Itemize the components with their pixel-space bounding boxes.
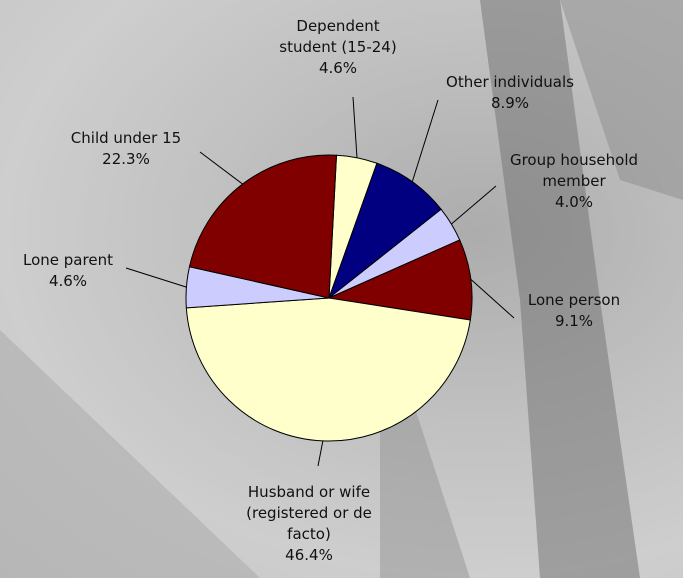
- slice-label: Husband or wife (registered or de facto)…: [239, 482, 379, 566]
- slice-label: Other individuals 8.9%: [435, 72, 585, 114]
- value-label: 4.0%: [554, 193, 594, 211]
- slice-label: Group household member 4.0%: [504, 150, 644, 213]
- slice-label: Lone parent 4.6%: [8, 250, 128, 292]
- pie-slice: [327, 162, 442, 300]
- leader-line: [199, 151, 243, 185]
- category-name: Group household member: [509, 151, 639, 190]
- value-label: 46.4%: [285, 546, 333, 564]
- leader-line: [125, 267, 187, 288]
- category-name: Dependent student (15-24): [279, 17, 397, 56]
- leader-line: [411, 99, 439, 182]
- slice-label: Lone person 9.1%: [514, 290, 634, 332]
- category-name: Child under 15: [70, 129, 182, 147]
- value-label: 4.6%: [318, 59, 358, 77]
- value-label: 8.9%: [490, 94, 530, 112]
- category-name: Lone person: [527, 291, 621, 309]
- pie-slice: [188, 154, 338, 299]
- category-name: Other individuals: [446, 73, 574, 91]
- pie-slice: [185, 297, 471, 442]
- slice-label: Dependent student (15-24) 4.6%: [273, 16, 403, 79]
- value-label: 4.6%: [48, 272, 88, 290]
- category-name: Husband or wife (registered or de facto): [246, 483, 372, 543]
- leader-line: [451, 185, 497, 225]
- category-name: Lone parent: [23, 251, 113, 269]
- value-label: 9.1%: [554, 312, 594, 330]
- slice-label: Child under 15 22.3%: [51, 128, 201, 170]
- leader-line: [352, 96, 358, 158]
- value-label: 22.3%: [102, 150, 150, 168]
- leader-line: [317, 440, 324, 467]
- pie-slice: [327, 239, 473, 321]
- leader-line: [470, 278, 515, 319]
